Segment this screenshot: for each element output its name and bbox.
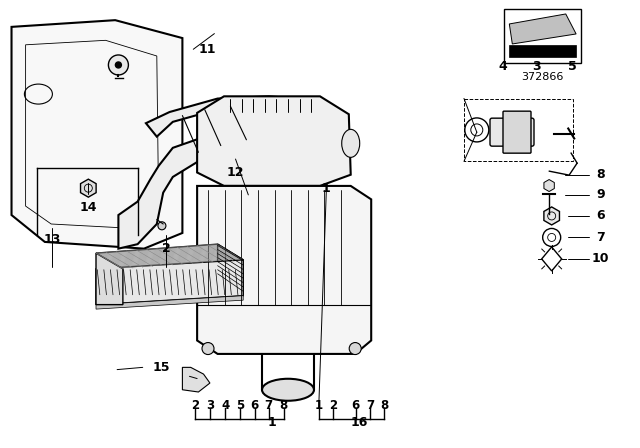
Text: 7: 7	[596, 231, 605, 244]
Text: 4: 4	[221, 399, 229, 412]
Polygon shape	[96, 253, 123, 305]
Text: 7: 7	[265, 399, 273, 412]
Text: 2: 2	[162, 242, 171, 255]
Polygon shape	[96, 244, 243, 269]
Ellipse shape	[342, 129, 360, 157]
Text: 10: 10	[591, 252, 609, 266]
Text: 11: 11	[198, 43, 216, 56]
Text: 5: 5	[568, 60, 577, 73]
Polygon shape	[509, 14, 576, 44]
Bar	[504, 9, 581, 63]
Ellipse shape	[262, 379, 314, 401]
Text: 2: 2	[329, 399, 337, 412]
Text: 6: 6	[596, 209, 605, 223]
Circle shape	[202, 343, 214, 354]
Text: 7: 7	[366, 399, 374, 412]
Polygon shape	[96, 260, 243, 305]
Circle shape	[158, 222, 166, 230]
Text: 1: 1	[268, 416, 276, 429]
Text: 8: 8	[380, 399, 388, 412]
Circle shape	[108, 55, 129, 75]
Text: 12: 12	[227, 166, 244, 179]
Text: 14: 14	[79, 201, 97, 214]
Polygon shape	[197, 96, 351, 186]
Text: 13: 13	[44, 233, 61, 246]
Text: 1: 1	[322, 181, 331, 195]
FancyBboxPatch shape	[490, 118, 534, 146]
Text: 1: 1	[315, 399, 323, 412]
Text: 8: 8	[596, 168, 605, 181]
Bar	[509, 45, 576, 57]
Text: 2: 2	[191, 399, 199, 412]
Polygon shape	[118, 96, 320, 249]
Text: 3: 3	[532, 60, 541, 73]
Text: 5: 5	[236, 399, 244, 412]
Text: 3: 3	[206, 399, 214, 412]
Text: 16: 16	[351, 416, 369, 429]
Text: 15: 15	[152, 361, 170, 374]
Text: 6: 6	[352, 399, 360, 412]
Polygon shape	[218, 244, 243, 296]
Polygon shape	[12, 20, 182, 249]
Text: 8: 8	[280, 399, 287, 412]
Polygon shape	[197, 186, 371, 354]
Text: 372866: 372866	[522, 72, 564, 82]
Circle shape	[115, 62, 122, 68]
Polygon shape	[182, 367, 210, 392]
Circle shape	[349, 343, 361, 354]
Text: 6: 6	[251, 399, 259, 412]
Text: 4: 4	[498, 60, 507, 73]
Text: 9: 9	[596, 188, 605, 202]
Polygon shape	[96, 296, 243, 309]
FancyBboxPatch shape	[503, 111, 531, 153]
